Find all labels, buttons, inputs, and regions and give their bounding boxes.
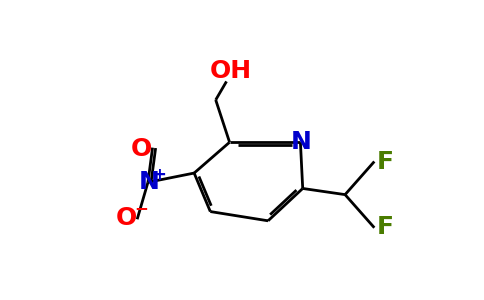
Text: F: F bbox=[377, 150, 393, 174]
Text: +: + bbox=[152, 166, 166, 184]
Text: N: N bbox=[291, 130, 312, 154]
Text: OH: OH bbox=[210, 59, 252, 83]
Text: F: F bbox=[377, 215, 393, 239]
Text: O: O bbox=[131, 137, 152, 161]
Text: O: O bbox=[116, 206, 137, 230]
Text: −: − bbox=[134, 200, 148, 217]
Text: N: N bbox=[139, 170, 160, 194]
